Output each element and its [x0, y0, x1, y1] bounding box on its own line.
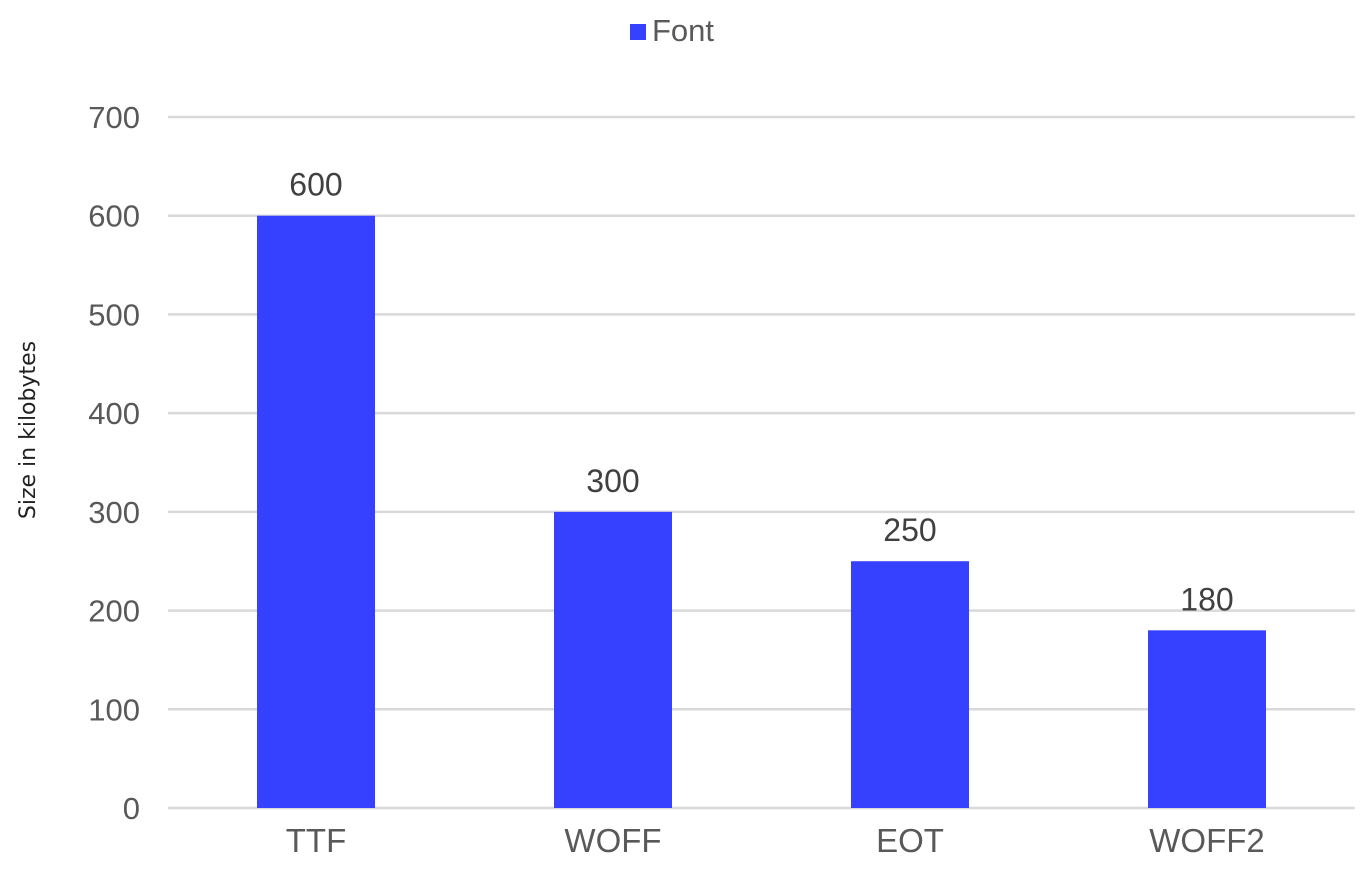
data-label: 250 — [883, 512, 936, 548]
data-label: 600 — [289, 167, 342, 203]
y-axis-title: Size in kilobytes — [16, 341, 41, 519]
legend-swatch — [630, 24, 646, 40]
bar-eot — [851, 561, 969, 808]
bars — [257, 215, 1266, 808]
legend-label: Font — [652, 13, 714, 48]
y-tick-label: 100 — [88, 692, 140, 727]
x-tick-label: WOFF — [564, 822, 661, 859]
y-tick-label: 400 — [88, 396, 140, 431]
bar-ttf — [257, 215, 375, 808]
y-tick-label: 600 — [88, 199, 140, 234]
y-tick-label: 300 — [88, 495, 140, 530]
y-tick-label: 700 — [88, 100, 140, 135]
y-tick-label: 200 — [88, 594, 140, 629]
data-label: 180 — [1180, 581, 1233, 617]
y-tick-label: 0 — [123, 791, 140, 826]
x-tick-label: TTF — [286, 822, 346, 859]
data-labels: 600 300 250 180 — [289, 167, 1233, 618]
legend: Font — [630, 13, 714, 48]
data-label: 300 — [586, 463, 639, 499]
x-axis-ticks: TTF WOFF EOT WOFF2 — [286, 822, 1265, 859]
bar-woff2 — [1148, 630, 1266, 808]
bar-woff — [554, 511, 672, 808]
y-tick-label: 500 — [88, 297, 140, 332]
y-axis-ticks: 0 100 200 300 400 500 600 700 — [88, 100, 140, 826]
x-tick-label: WOFF2 — [1149, 822, 1264, 859]
x-tick-label: EOT — [876, 822, 944, 859]
